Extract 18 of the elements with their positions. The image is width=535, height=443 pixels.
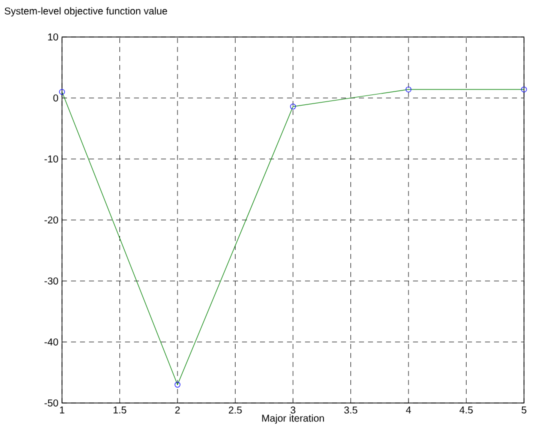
x-tick-label: 1.5 <box>114 406 126 414</box>
x-axis-title: Major iteration <box>262 414 324 424</box>
x-tick-label: 3.5 <box>344 406 358 414</box>
y-tick-label: -20 <box>44 216 58 224</box>
x-tick-label: 2 <box>175 406 180 414</box>
x-tick-label: 1 <box>60 406 64 414</box>
y-tick-label: -40 <box>44 338 58 346</box>
x-tick-label: 4 <box>406 406 411 414</box>
y-tick-label: 0 <box>53 94 58 102</box>
x-tick-label: 4.5 <box>460 406 473 414</box>
x-tick-label: 3 <box>290 406 296 414</box>
y-tick-label: -30 <box>44 277 58 285</box>
y-tick-label: -50 <box>44 399 58 407</box>
y-tick-label: -10 <box>44 155 58 163</box>
x-tick-label: 2.5 <box>228 406 242 414</box>
y-tick-label: 10 <box>48 33 58 41</box>
x-tick-label: 5 <box>522 406 526 414</box>
chart-title: System-level objective function value <box>4 7 168 16</box>
